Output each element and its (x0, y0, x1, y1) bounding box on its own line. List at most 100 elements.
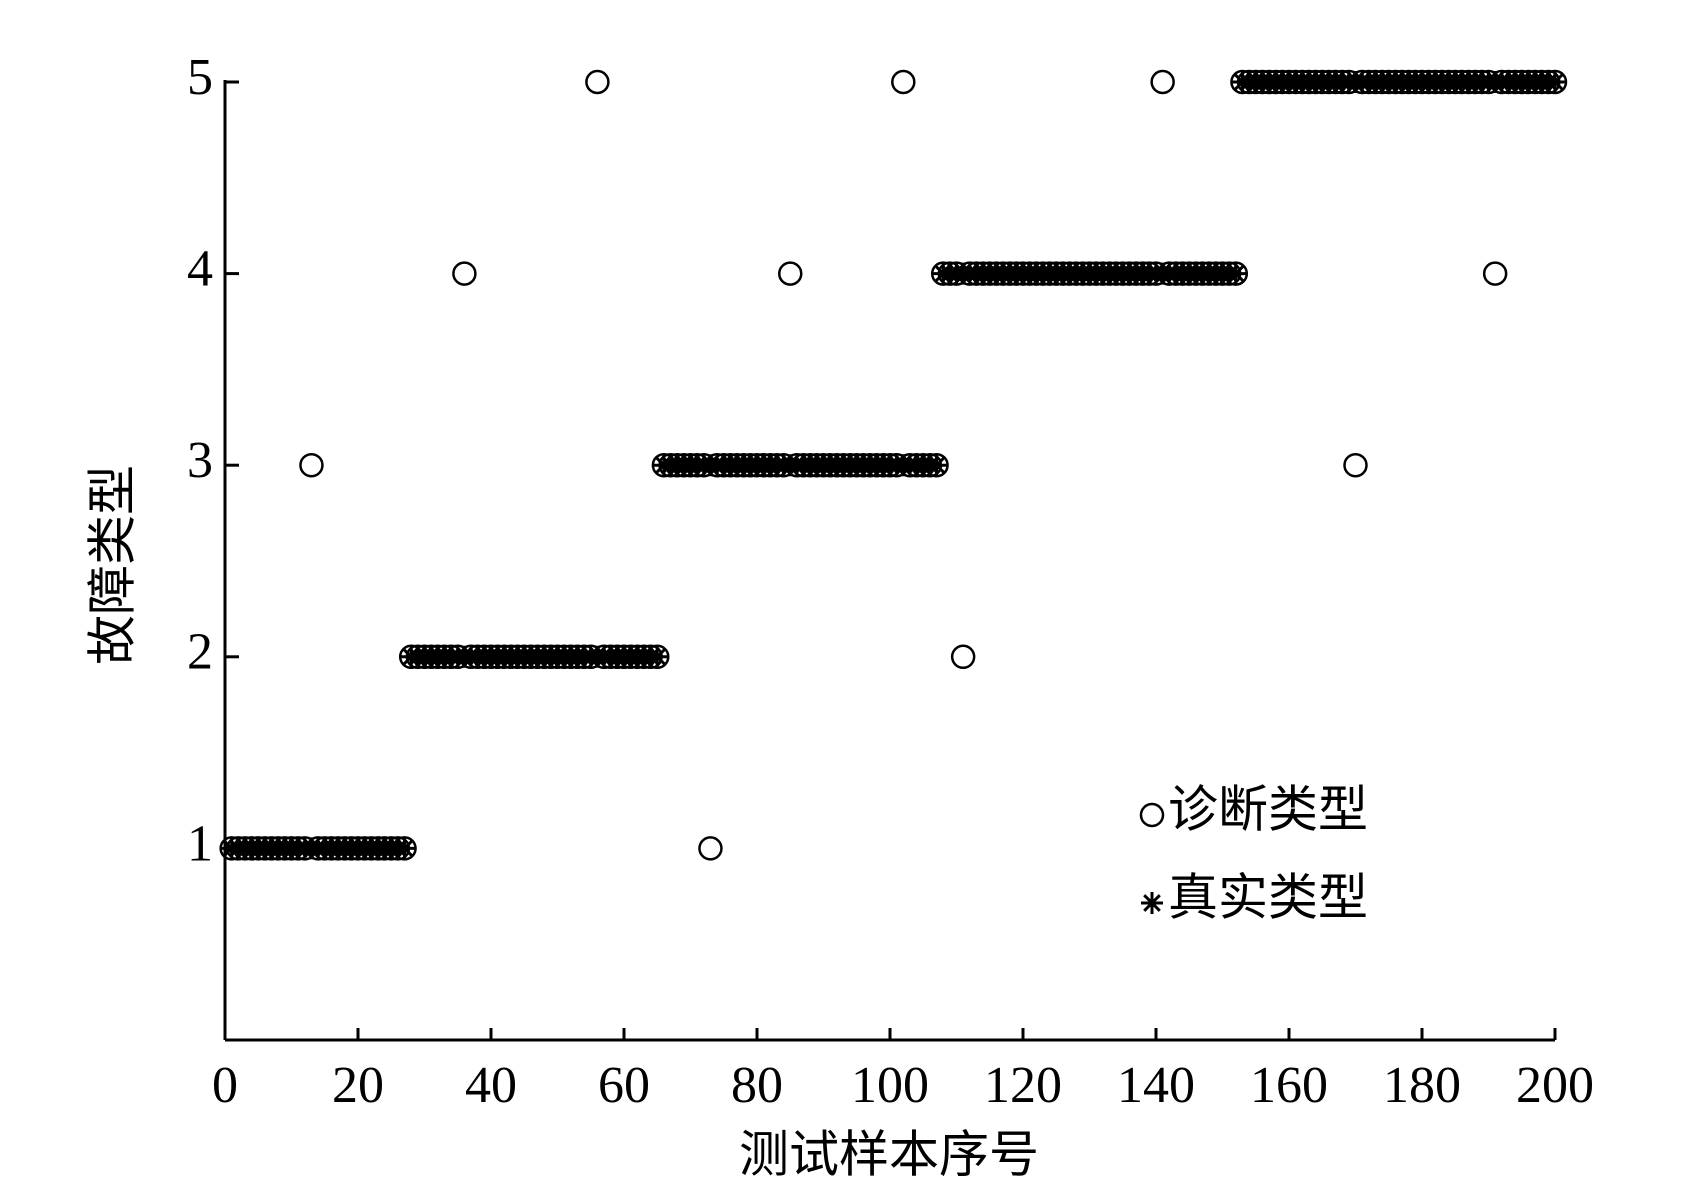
point (372, 836, 397, 861)
point (1283, 69, 1308, 95)
x-tick-label: 0 (212, 1057, 238, 1114)
point (791, 452, 816, 478)
x-tick-label: 20 (332, 1057, 384, 1114)
point (651, 452, 677, 478)
point (232, 836, 258, 861)
point (758, 452, 783, 478)
point (1544, 71, 1566, 93)
point (1502, 69, 1528, 95)
point (1177, 261, 1202, 286)
point (784, 452, 810, 478)
legend-marker (1141, 892, 1163, 914)
point (970, 261, 996, 286)
point (1356, 69, 1382, 95)
point (1203, 261, 1229, 286)
point (1429, 69, 1455, 95)
point (305, 836, 331, 861)
point (844, 452, 869, 478)
y-tick-label: 2 (187, 624, 213, 681)
point (1290, 69, 1315, 95)
point (877, 452, 903, 478)
point (425, 644, 451, 670)
point (332, 836, 357, 861)
point (558, 644, 584, 670)
point (944, 261, 969, 286)
y-tick-label: 1 (187, 815, 213, 872)
point (1436, 69, 1461, 95)
point (252, 836, 278, 861)
point (871, 452, 896, 478)
point (591, 644, 617, 670)
point (731, 452, 756, 478)
point (1130, 261, 1155, 286)
point (1103, 261, 1129, 286)
point (1443, 69, 1468, 95)
point (345, 836, 371, 861)
point (432, 644, 457, 670)
point (611, 644, 637, 670)
point (1462, 69, 1488, 95)
point (445, 644, 470, 670)
y-tick-label: 4 (187, 241, 213, 298)
point (598, 644, 623, 670)
point (1256, 69, 1282, 95)
point (1224, 262, 1247, 285)
point (272, 836, 298, 861)
legend-label: 真实类型 (1168, 869, 1368, 925)
point (259, 836, 284, 861)
point (1143, 261, 1169, 286)
point (458, 644, 484, 670)
point (1157, 261, 1182, 286)
point (1050, 261, 1076, 286)
point (1516, 69, 1541, 95)
point (1243, 69, 1268, 95)
point (1236, 69, 1262, 95)
point (393, 837, 416, 860)
point (917, 452, 943, 478)
point (1536, 69, 1561, 95)
point (817, 452, 843, 478)
point (392, 836, 417, 861)
legend-label: 诊断类型 (1168, 781, 1368, 837)
point (239, 836, 264, 861)
x-tick-label: 80 (731, 1057, 783, 1114)
x-tick-label: 100 (851, 1057, 929, 1114)
point (1097, 261, 1122, 286)
point (684, 452, 710, 478)
point (658, 452, 683, 478)
point (265, 836, 291, 861)
y-tick-label: 3 (187, 432, 213, 489)
point (1276, 69, 1302, 95)
point (1416, 69, 1441, 95)
point (1263, 69, 1288, 95)
point (925, 454, 948, 477)
point (1343, 452, 1368, 478)
point (1123, 261, 1149, 286)
point (1509, 69, 1534, 95)
point (379, 836, 404, 861)
point (1044, 261, 1069, 286)
point (691, 452, 717, 478)
point (811, 452, 836, 478)
point (285, 836, 311, 861)
point (924, 452, 949, 478)
point (505, 644, 530, 670)
x-tick-label: 40 (465, 1057, 517, 1114)
point (359, 836, 384, 861)
point (764, 452, 790, 478)
point (711, 452, 736, 478)
point (472, 644, 497, 670)
point (1083, 261, 1109, 286)
point (1190, 261, 1215, 286)
point (525, 644, 550, 670)
point (1196, 261, 1222, 286)
point (246, 836, 271, 861)
point (891, 69, 916, 95)
point (1403, 69, 1428, 95)
point (438, 644, 464, 670)
point (1303, 69, 1328, 95)
point (465, 644, 490, 670)
point (412, 644, 437, 670)
point (1310, 69, 1335, 95)
